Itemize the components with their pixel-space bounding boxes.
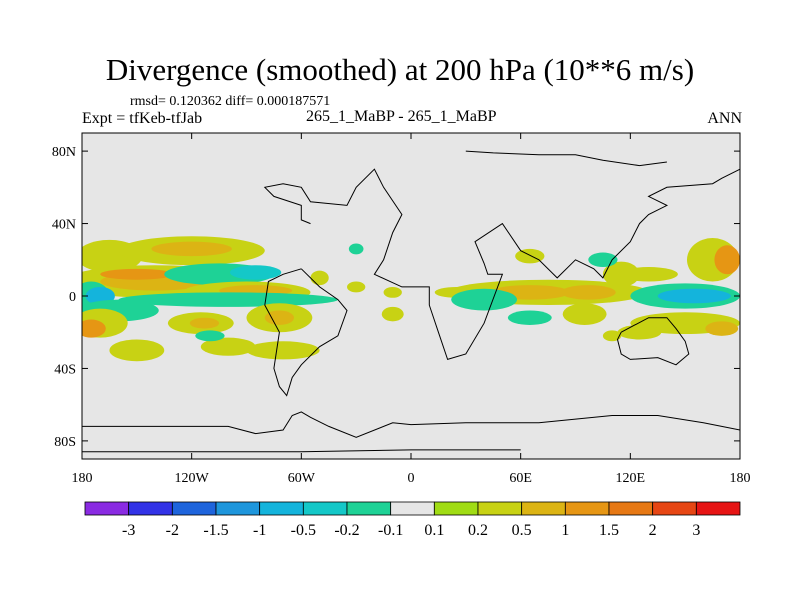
coastline bbox=[616, 317, 690, 366]
divergence-region bbox=[617, 324, 662, 340]
colorbar-swatch bbox=[171, 501, 217, 516]
coastline bbox=[465, 150, 667, 167]
divergence-region bbox=[714, 245, 740, 275]
x-tick-label: 180 bbox=[72, 471, 93, 486]
x-tick-label: 120E bbox=[616, 471, 646, 486]
x-tick-label: 60E bbox=[509, 471, 532, 486]
divergence-region bbox=[264, 310, 295, 325]
colorbar-swatch bbox=[695, 501, 741, 516]
colorbar-swatch bbox=[521, 501, 566, 516]
chart-title: Divergence (smoothed) at 200 hPa (10**6 … bbox=[105, 52, 695, 87]
experiment-label: Expt = tfKeb-tfJab bbox=[82, 110, 203, 127]
colorbar-swatch bbox=[477, 501, 523, 516]
divergence-region bbox=[200, 337, 256, 356]
colorbar-label: 0.2 bbox=[468, 522, 488, 539]
case-label: 265_1_MaBP - 265_1_MaBP bbox=[306, 108, 497, 125]
colorbar-swatch bbox=[84, 501, 130, 516]
colorbar-swatch bbox=[259, 501, 304, 516]
divergence-region bbox=[230, 265, 282, 280]
colorbar-label: -1.5 bbox=[203, 522, 228, 539]
colorbar-swatch bbox=[652, 501, 697, 516]
divergence-region bbox=[602, 330, 622, 342]
divergence-region bbox=[189, 317, 220, 329]
divergence-region bbox=[151, 241, 232, 257]
colorbar-label: 3 bbox=[692, 522, 700, 539]
colorbar-label: 1.5 bbox=[599, 522, 619, 539]
colorbar-swatch bbox=[433, 501, 479, 516]
colorbar-label: -0.5 bbox=[291, 522, 316, 539]
divergence-region bbox=[657, 288, 731, 304]
x-tick-label: 180 bbox=[730, 471, 751, 486]
divergence-region bbox=[588, 252, 618, 268]
divergence-region bbox=[560, 285, 616, 300]
y-tick-label: 80N bbox=[52, 145, 76, 160]
divergence-region bbox=[451, 288, 518, 311]
season-label: ANN bbox=[707, 110, 742, 127]
coastline bbox=[264, 268, 348, 397]
divergence-region bbox=[515, 248, 545, 264]
divergence-region bbox=[562, 303, 607, 325]
colorbar-label: 2 bbox=[649, 522, 657, 539]
colorbar-label: -0.1 bbox=[378, 522, 403, 539]
divergence-region bbox=[109, 339, 165, 362]
colorbar-label: -2 bbox=[166, 522, 179, 539]
divergence-region bbox=[118, 292, 338, 307]
divergence-region bbox=[82, 319, 106, 338]
divergence-region bbox=[100, 268, 174, 280]
colorbar-swatch bbox=[128, 501, 173, 516]
coastline bbox=[263, 168, 740, 361]
colorbar-label: -3 bbox=[122, 522, 135, 539]
colorbar-swatch bbox=[390, 501, 435, 516]
colorbar-swatch bbox=[564, 501, 610, 516]
colorbar-label: 0.1 bbox=[424, 522, 444, 539]
rmsd-diff-stats: rmsd= 0.120362 diff= 0.000187571 bbox=[130, 94, 331, 109]
colorbar-label: -1 bbox=[253, 522, 266, 539]
coastline bbox=[82, 411, 740, 438]
divergence-region bbox=[348, 243, 364, 255]
colorbar-label: 0.5 bbox=[512, 522, 532, 539]
colorbar-label: 1 bbox=[561, 522, 569, 539]
coastline bbox=[82, 449, 521, 453]
divergence-region bbox=[246, 341, 320, 360]
colorbar-swatch bbox=[346, 501, 392, 516]
x-tick-label: 120W bbox=[175, 471, 210, 486]
divergence-region bbox=[195, 330, 225, 342]
x-tick-label: 60W bbox=[288, 471, 316, 486]
y-tick-label: 40S bbox=[54, 362, 76, 377]
colorbar-label: -0.2 bbox=[334, 522, 359, 539]
y-tick-label: 80S bbox=[54, 435, 76, 450]
colorbar-swatch bbox=[302, 501, 348, 516]
y-tick-label: 0 bbox=[69, 290, 76, 305]
divergence-region bbox=[383, 286, 402, 298]
divergence-region bbox=[347, 281, 366, 293]
divergence-region bbox=[381, 306, 404, 322]
colorbar-swatch bbox=[215, 501, 261, 516]
colorbar-swatch bbox=[608, 501, 654, 516]
divergence-region bbox=[619, 267, 678, 282]
divergence-region bbox=[310, 270, 329, 286]
divergence-region bbox=[507, 310, 552, 325]
x-tick-label: 0 bbox=[408, 471, 415, 486]
divergence-region bbox=[705, 321, 739, 336]
y-tick-label: 40N bbox=[52, 218, 76, 233]
